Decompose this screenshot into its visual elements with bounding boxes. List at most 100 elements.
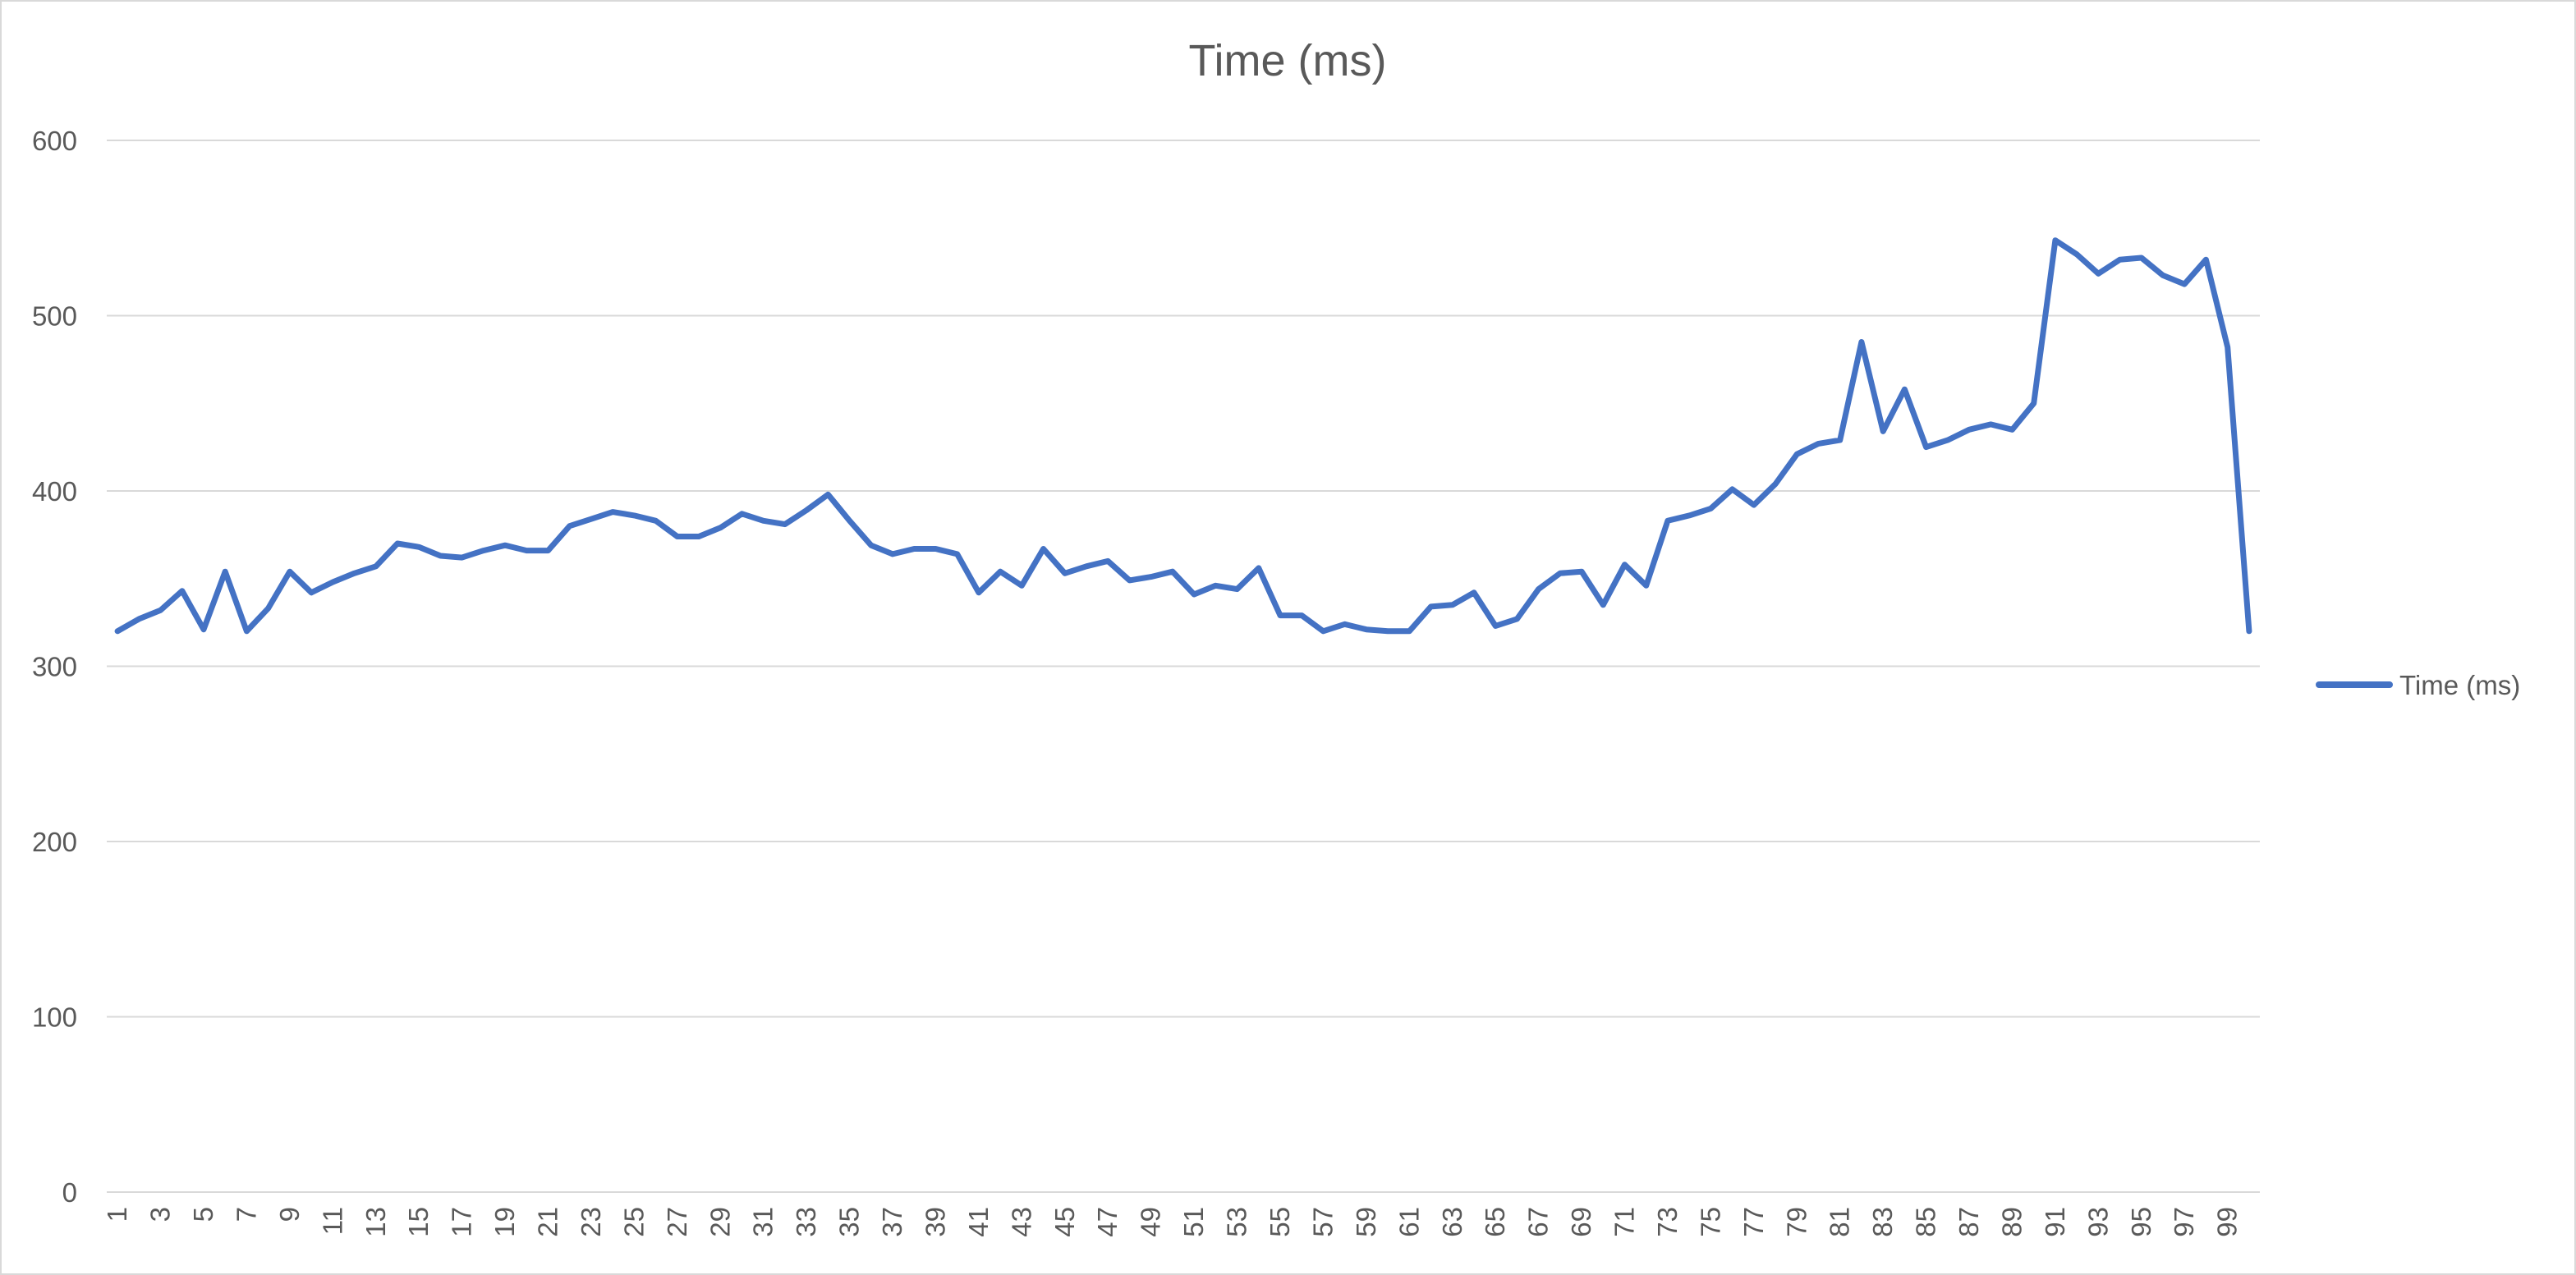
data-point [1536,586,1541,592]
x-tick-label: 27 [662,1207,692,1237]
data-point [524,548,530,553]
data-point [1600,602,1606,608]
chart-title: Time (ms) [1189,36,1387,85]
x-tick-label: 55 [1265,1207,1295,1237]
x-tick-label: 29 [705,1207,735,1237]
data-point [1751,502,1756,508]
x-tick-label: 71 [1609,1207,1640,1237]
data-point [1880,429,1886,434]
x-tick-label: 7 [231,1207,261,1222]
data-point [847,518,852,524]
x-tick-label: 75 [1695,1207,1725,1237]
data-point [373,563,379,569]
data-point [1342,621,1348,627]
data-point [2182,282,2188,287]
data-point [115,628,121,634]
x-tick-label: 65 [1480,1207,1510,1237]
data-point [1643,583,1649,589]
data-point [954,551,960,557]
data-point [136,616,142,621]
data-point [1363,626,1369,632]
x-tick-label: 45 [1049,1207,1080,1237]
data-point [1729,486,1735,492]
data-point [760,518,766,524]
x-tick-label: 63 [1437,1207,1467,1237]
data-point [567,523,572,529]
data-point [1256,565,1261,571]
x-tick-label: 57 [1307,1207,1338,1237]
data-point [1514,616,1520,621]
data-point [588,516,594,522]
x-tick-label: 19 [489,1207,520,1237]
x-tick-label: 53 [1222,1207,1252,1237]
x-tick-label: 83 [1867,1207,1898,1237]
x-tick-label: 73 [1652,1207,1683,1237]
data-point [998,569,1003,575]
y-tick-label: 100 [32,1002,77,1033]
data-point [1557,571,1563,576]
data-point [503,543,508,548]
x-tick-label: 3 [145,1207,176,1222]
data-point [201,626,206,632]
y-tick-label: 600 [32,126,77,156]
data-point [1040,546,1046,552]
data-point [1234,586,1240,592]
x-tick-label: 85 [1911,1207,1941,1237]
data-point [1105,558,1111,564]
data-point [890,551,895,557]
data-point [1169,569,1175,575]
data-point [287,569,292,575]
data-point [2246,628,2252,634]
data-point [438,553,443,558]
x-tick-label: 99 [2212,1207,2243,1237]
x-tick-label: 87 [1954,1207,1984,1237]
x-tick-label: 47 [1092,1207,1123,1237]
x-tick-label: 31 [748,1207,778,1237]
data-point [1902,387,1908,392]
data-point [351,571,357,576]
x-tick-label: 11 [317,1207,347,1235]
data-point [2031,401,2036,406]
data-point [244,628,250,634]
data-point [1299,612,1305,618]
series-layer [114,237,2252,635]
data-point [696,534,701,539]
data-point [265,606,271,611]
x-tick-label: 89 [1996,1207,2027,1237]
data-point [653,518,659,524]
data-point [739,511,745,516]
data-point [309,589,315,595]
x-tick-label: 91 [2040,1207,2070,1237]
data-point [1923,444,1929,450]
data-point [674,534,680,539]
data-point [718,525,723,530]
data-point [1945,438,1950,443]
x-tick-label: 13 [360,1207,391,1237]
data-point [610,509,616,515]
data-point [1084,563,1089,569]
data-point [1493,623,1499,629]
data-point [1773,481,1779,487]
x-axis-ticks: 1 3 5 7 9 11 13 15 17 19 21 23 25 27 29 31 33 35 37 39 41 43 4… [102,1207,2243,1237]
x-tick-label: 17 [447,1207,477,1237]
data-point [2138,255,2144,260]
x-tick-label: 43 [1006,1207,1036,1237]
data-point [1794,452,1800,457]
data-point [1967,427,1972,433]
data-point [782,521,787,527]
x-tick-label: 33 [791,1207,821,1237]
x-tick-label: 39 [920,1207,950,1237]
data-point [223,569,228,575]
data-point [1320,628,1326,634]
data-point [158,608,163,613]
x-tick-label: 49 [1136,1207,1166,1237]
data-point [1019,583,1025,589]
data-point [2225,344,2230,350]
data-point [330,580,336,585]
x-tick-label: 15 [403,1207,434,1237]
y-axis-ticks: 0 100 200 300 400 500 600 [32,126,77,1208]
x-tick-label: 5 [188,1207,218,1222]
data-point [1428,603,1434,609]
x-tick-label: 23 [576,1207,606,1237]
